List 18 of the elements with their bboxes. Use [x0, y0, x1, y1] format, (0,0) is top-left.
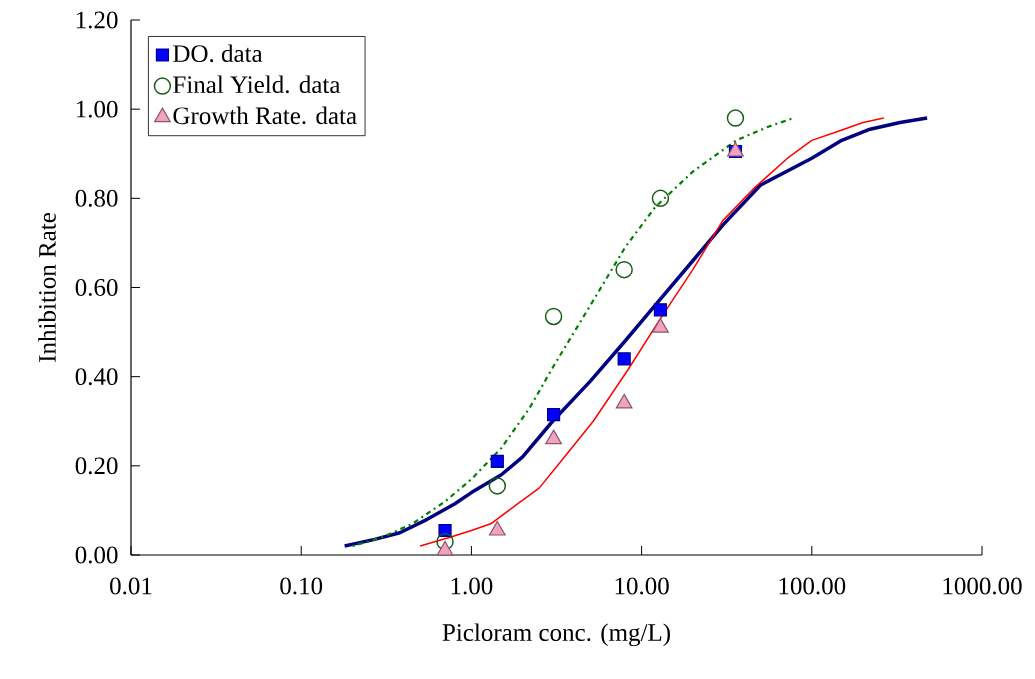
y-tick-label: 0.80 [75, 189, 118, 207]
x-tick-label: 1000.00 [943, 577, 1022, 595]
y-tick-label: 0.20 [75, 457, 118, 475]
y-tick-label: 1.00 [76, 100, 118, 118]
y-tick-label: 0.00 [75, 546, 118, 564]
x-axis-title: Picloram conc. (mg/L) [442, 623, 670, 647]
y-tick-label: 0.40 [75, 368, 118, 386]
x-tick-label: 0.01 [110, 577, 152, 595]
y-tick-label: 1.20 [76, 11, 118, 29]
legend-label: DO. data [173, 44, 263, 63]
x-tick-label: 1.00 [451, 577, 493, 595]
y-axis-title: Inhibition Rate [38, 213, 56, 362]
legend-label: Growth Rate. data [173, 106, 357, 125]
x-tick-label: 10.00 [615, 577, 669, 595]
x-tick-label: 100.00 [779, 577, 846, 595]
legend-label: Final Yield. data [173, 75, 341, 94]
y-tick-label: 0.60 [75, 279, 118, 296]
x-tick-label: 0.10 [280, 577, 323, 595]
